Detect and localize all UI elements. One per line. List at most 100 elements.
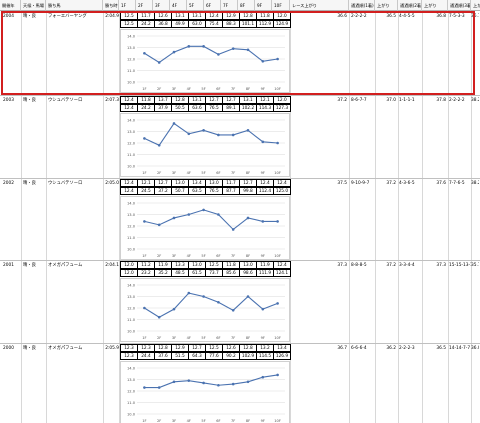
header-cell: 上がり xyxy=(422,0,448,11)
column-divider xyxy=(398,11,399,423)
passing-order-3rd: 14-14-7-7 xyxy=(449,346,471,351)
header-cell: 勝ち馬 xyxy=(46,0,103,11)
cumulative-time-cell: 124.9 xyxy=(273,20,291,28)
x-tick-label: 10F xyxy=(274,171,281,175)
block-separator xyxy=(0,95,480,96)
header-cell: 上がり xyxy=(471,0,480,11)
x-tick-label: 6F xyxy=(216,171,220,175)
lap-point xyxy=(202,129,205,132)
lap-point xyxy=(172,307,176,311)
x-tick-label: 2F xyxy=(157,87,161,91)
x-tick-label: 10F xyxy=(274,254,281,258)
y-tick-label: 13.0 xyxy=(127,213,136,217)
passing-order-1st: 8-6-7-7 xyxy=(351,98,367,103)
x-tick-label: 5F xyxy=(201,336,205,340)
y-tick-label: 14.0 xyxy=(127,34,136,38)
lap-time-cell: 12.4 xyxy=(273,261,291,269)
final-3f-1st: 36.2 xyxy=(386,346,396,351)
cumulative-time-cell: 12.4 xyxy=(120,187,138,195)
lap-time-cell: 12.1 xyxy=(137,179,155,187)
lap-chart-svg: 14.0 13.0 12.0 11.0 10.0 1F 2F 3F 4F 5F 6F 7F 8F 9F 10… xyxy=(127,283,285,340)
x-tick-label: 8F xyxy=(246,171,250,175)
header-cell: 9F xyxy=(255,0,272,11)
cumulative-time-cell: 24.4 xyxy=(137,352,155,360)
winner-name: フォーエバーヤング xyxy=(48,14,87,19)
lap-time-cell: 13.4 xyxy=(188,179,206,187)
lap-time-cell: 12.8 xyxy=(171,96,189,104)
final-3f-1st: 36.5 xyxy=(386,14,396,19)
lap-chart-svg: 14.0 13.0 12.0 11.0 10.0 1F 2F 3F 4F 5F 6F 7F 8F 9F 10… xyxy=(127,201,285,258)
x-tick-label: 6F xyxy=(216,254,220,258)
cumulative-time-cell: 102.2 xyxy=(239,104,257,112)
cumulative-time-cell: 48.5 xyxy=(171,269,189,277)
x-tick-label: 3F xyxy=(172,87,176,91)
header-cell: 通過順(1着) xyxy=(349,0,375,11)
cumulative-time-cell: 35.2 xyxy=(154,269,172,277)
x-tick-label: 2F xyxy=(157,419,161,423)
x-tick-label: 4F xyxy=(187,336,191,340)
y-tick-label: 11.0 xyxy=(127,236,136,240)
lap-point xyxy=(157,223,161,227)
cumulative-time-cell: 102.9 xyxy=(239,352,257,360)
cumulative-time-cell: 87.7 xyxy=(222,187,240,195)
cumulative-time-cell: 23.2 xyxy=(137,269,155,277)
y-tick-label: 14.0 xyxy=(127,283,136,287)
x-tick-label: 4F xyxy=(187,254,191,258)
y-tick-label: 13.0 xyxy=(127,378,136,382)
lap-point xyxy=(246,129,250,132)
lap-time-cell: 13.0 xyxy=(205,179,223,187)
x-tick-label: 1F xyxy=(142,171,146,175)
track-condition: 晴・良 xyxy=(23,263,36,268)
passing-order-3rd: 2-2-2-2 xyxy=(449,98,465,103)
cumulative-time-cell: 114.5 xyxy=(256,352,274,360)
lap-point xyxy=(143,386,146,389)
x-tick-label: 9F xyxy=(261,336,265,340)
cumulative-time-cell: 90.2 xyxy=(222,352,240,360)
x-tick-label: 8F xyxy=(246,336,250,340)
lap-point xyxy=(172,50,176,54)
cumulative-time-cell: 73.7 xyxy=(205,269,223,277)
lap-time-cell: 11.7 xyxy=(222,179,240,187)
cumulative-time-cell: 76.5 xyxy=(205,187,223,195)
final-3f-2nd: 36.8 xyxy=(436,14,446,19)
lap-series-line xyxy=(144,45,278,64)
lap-time-cell: 12.5 xyxy=(205,261,223,269)
y-tick-label: 12.0 xyxy=(127,57,136,61)
x-tick-label: 3F xyxy=(172,254,176,258)
lap-point xyxy=(231,47,235,50)
header-cell: 開催年 xyxy=(0,0,21,11)
header-cell: 5F xyxy=(187,0,204,11)
lap-chart: 14.0 13.0 12.0 11.0 10.0 1F 2F 3F 4F 5F 6F 7F 8F 9F 10… xyxy=(120,29,290,93)
lap-time-cell: 11.9 xyxy=(154,261,172,269)
lap-point xyxy=(143,306,146,310)
lap-point xyxy=(276,302,279,305)
x-tick-label: 2F xyxy=(157,336,161,340)
x-tick-label: 4F xyxy=(187,171,191,175)
track-condition: 晴・良 xyxy=(23,98,36,103)
x-tick-label: 5F xyxy=(201,171,205,175)
passing-order-3rd: 7-5-3-3 xyxy=(449,14,465,19)
block-separator xyxy=(0,178,480,179)
lap-point xyxy=(261,60,265,63)
lap-time-cell: 13.0 xyxy=(188,261,206,269)
cumulative-time-cell: 37.6 xyxy=(154,352,172,360)
lap-time-cell: 13.1 xyxy=(239,96,257,104)
y-tick-label: 10.0 xyxy=(127,247,136,251)
lap-point xyxy=(261,375,265,379)
lap-point xyxy=(261,220,265,223)
cumulative-time-cell: 63.6 xyxy=(188,104,206,112)
lap-point xyxy=(202,295,205,298)
lap-point xyxy=(231,228,235,231)
x-tick-label: 7F xyxy=(231,87,235,91)
header-cell: 7F xyxy=(221,0,238,11)
lap-point xyxy=(187,291,191,295)
cumulative-time-cell: 89.1 xyxy=(222,104,240,112)
x-tick-label: 9F xyxy=(261,254,265,258)
lap-time-cell: 12.0 xyxy=(120,261,138,269)
lap-time-cell: 12.7 xyxy=(154,179,172,187)
y-tick-label: 13.0 xyxy=(127,130,136,134)
header-cell: 8F xyxy=(238,0,255,11)
column-divider xyxy=(290,11,291,423)
lap-point xyxy=(172,216,176,220)
x-tick-label: 5F xyxy=(201,419,205,423)
